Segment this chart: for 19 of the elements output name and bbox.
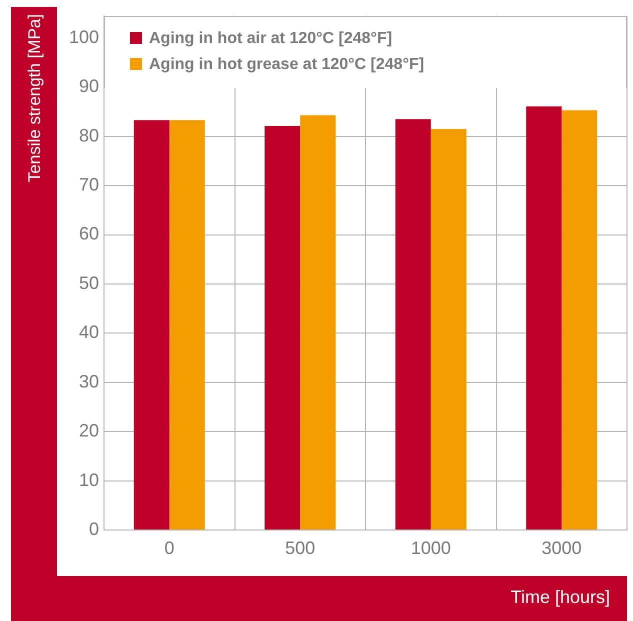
x-tick-label: 3000 <box>542 538 582 558</box>
x-tick-label: 1000 <box>410 538 451 558</box>
y-tick-label: 90 <box>78 76 99 96</box>
y-tick-label: 60 <box>78 224 99 244</box>
y-axis-title: Tensile strength [MPa] <box>24 14 45 182</box>
legend-label: Aging in hot air at 120°C [248°F] <box>149 28 392 48</box>
x-tick-label: 500 <box>285 538 316 558</box>
y-tick-label: 10 <box>78 470 99 490</box>
y-tick-label: 0 <box>88 518 99 539</box>
y-tick-label: 70 <box>78 174 99 195</box>
y-tick-label: 80 <box>78 125 99 146</box>
y-tick-label: 100 <box>68 26 99 47</box>
y-tick-label: 30 <box>78 371 99 392</box>
x-tick-label: 0 <box>164 538 174 558</box>
x-axis-title: Time [hours] <box>510 586 610 608</box>
legend-label: Aging in hot grease at 120°C [248°F] <box>149 54 424 74</box>
y-tick-label: 40 <box>78 322 99 342</box>
y-tick-label: 20 <box>78 420 99 441</box>
y-tick-label: 50 <box>78 272 99 293</box>
